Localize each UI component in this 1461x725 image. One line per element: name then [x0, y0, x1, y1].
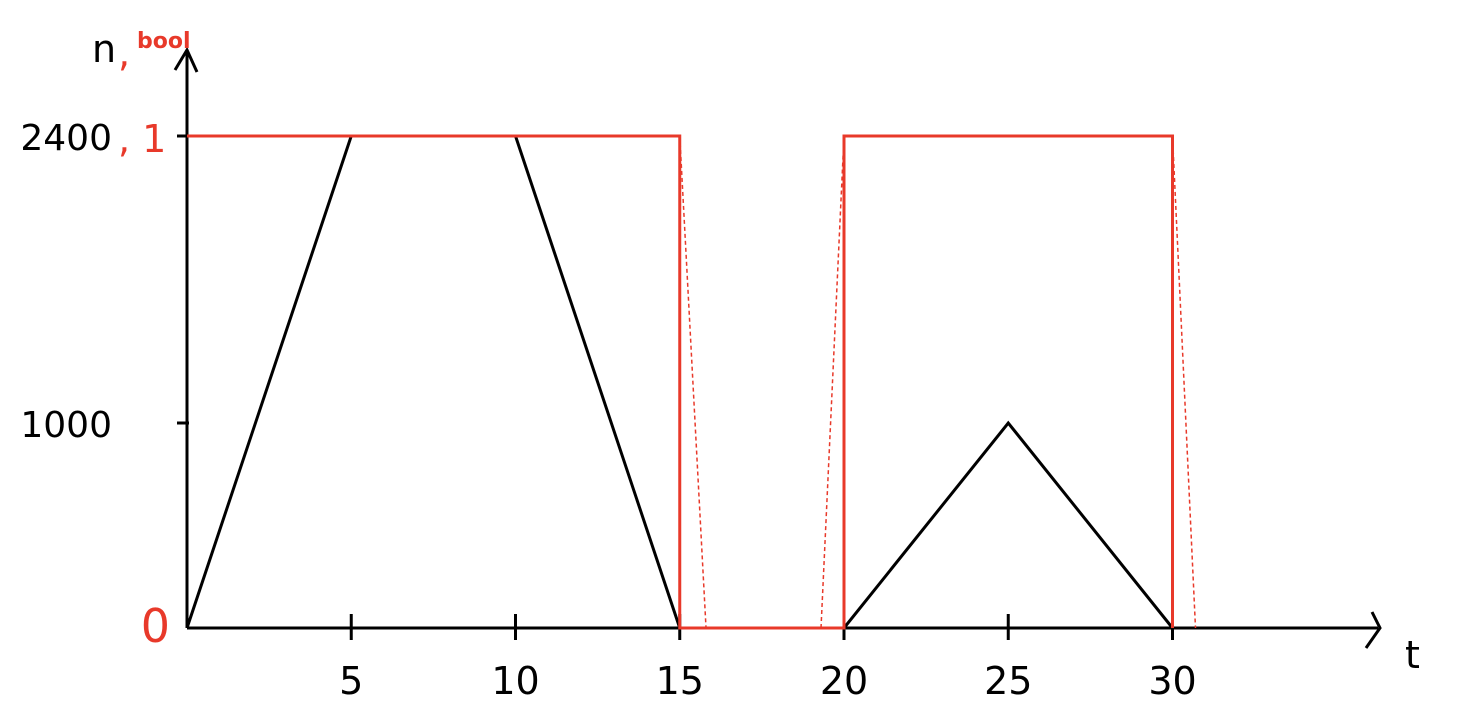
- x-axis-arrow: [1364, 611, 1382, 649]
- series-line-bool-ramp-2: [820, 135, 845, 629]
- x-tick-label: 25: [984, 659, 1032, 703]
- y-tick-label: 0: [141, 599, 170, 653]
- y-axis-arrow: [173, 46, 199, 73]
- series-layer: [185, 134, 1197, 630]
- y-tick-label: 2400: [20, 118, 112, 159]
- x-axis-label: t: [1405, 633, 1420, 677]
- x-tick-label: 10: [491, 659, 539, 703]
- y-axis-label-separator: ,: [118, 31, 130, 75]
- y-tick-secondary-label: , 1: [118, 117, 166, 161]
- x-tick-label: 5: [339, 659, 363, 703]
- x-tick-label: 30: [1148, 659, 1196, 703]
- series-line-bool: [187, 134, 1174, 630]
- y-tick-label: 1000: [20, 405, 112, 446]
- labels-layer: n , bool t 5 10 15 20 25 30 0 1000 2400, 1: [20, 27, 1420, 703]
- y-axis-label-n: n: [92, 27, 116, 71]
- x-tick-label: 15: [656, 659, 704, 703]
- y-axis-label-bool: bool: [137, 29, 191, 54]
- series-line-bool-ramp-1: [679, 135, 707, 629]
- axes: [173, 46, 1382, 649]
- x-tick-label: 20: [820, 659, 868, 703]
- series-line-bool-ramp-3: [1171, 135, 1197, 629]
